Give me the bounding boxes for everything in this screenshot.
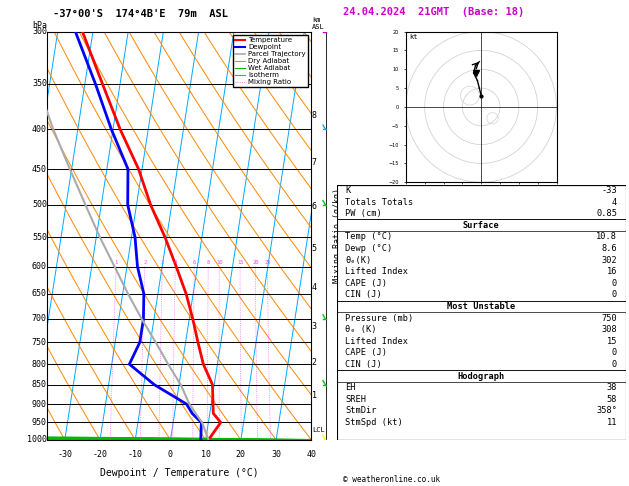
Text: SREH: SREH [345,395,366,404]
Text: 0: 0 [612,290,617,299]
Text: CAPE (J): CAPE (J) [345,279,387,288]
Text: 308: 308 [601,325,617,334]
Text: θₑ(K): θₑ(K) [345,256,372,264]
Text: 40: 40 [306,450,316,459]
Text: 850: 850 [32,380,47,389]
Text: 25: 25 [264,260,270,264]
Text: 24.04.2024  21GMT  (Base: 18): 24.04.2024 21GMT (Base: 18) [343,7,524,17]
Text: LCL: LCL [312,427,325,433]
Text: 4: 4 [312,283,317,292]
Text: -33: -33 [601,186,617,195]
Text: 650: 650 [32,289,47,298]
Text: Surface: Surface [463,221,499,230]
Text: 3: 3 [160,260,164,264]
Text: StmSpd (kt): StmSpd (kt) [345,418,403,427]
Text: 1000: 1000 [27,435,47,444]
Text: -10: -10 [128,450,143,459]
Text: PW (cm): PW (cm) [345,209,382,218]
Text: 0: 0 [612,348,617,357]
Text: 450: 450 [32,165,47,174]
Text: 1: 1 [312,391,317,400]
Text: 300: 300 [32,27,47,36]
Text: 950: 950 [32,418,47,427]
Text: km
ASL: km ASL [312,17,325,30]
Text: © weatheronline.co.uk: © weatheronline.co.uk [343,474,440,484]
Text: 4: 4 [612,198,617,207]
Text: 700: 700 [32,314,47,323]
Text: -37°00'S  174°4B'E  79m  ASL: -37°00'S 174°4B'E 79m ASL [53,9,228,19]
Text: 350: 350 [32,79,47,88]
Text: Pressure (mb): Pressure (mb) [345,313,413,323]
Text: Mixing Ratio (g/kg): Mixing Ratio (g/kg) [333,188,342,283]
Text: Dewpoint / Temperature (°C): Dewpoint / Temperature (°C) [100,469,259,478]
Text: 16: 16 [607,267,617,276]
Text: 302: 302 [601,256,617,264]
Text: Hodograph: Hodograph [457,371,505,381]
Text: StmDir: StmDir [345,406,377,416]
Text: 0: 0 [612,279,617,288]
Text: 58: 58 [607,395,617,404]
Text: 20: 20 [252,260,259,264]
Text: K: K [345,186,350,195]
Text: hPa: hPa [32,20,47,30]
Text: 0.85: 0.85 [596,209,617,218]
Text: 400: 400 [32,124,47,134]
Text: Most Unstable: Most Unstable [447,302,515,311]
Text: Temp (°C): Temp (°C) [345,232,392,242]
Text: Dewp (°C): Dewp (°C) [345,244,392,253]
Text: 750: 750 [601,313,617,323]
Legend: Temperature, Dewpoint, Parcel Trajectory, Dry Adiabat, Wet Adiabat, Isotherm, Mi: Temperature, Dewpoint, Parcel Trajectory… [233,35,308,87]
Text: θₑ (K): θₑ (K) [345,325,377,334]
Text: 8: 8 [312,111,317,120]
Text: 10: 10 [216,260,223,264]
Text: 550: 550 [32,233,47,242]
Text: -30: -30 [57,450,72,459]
Text: 0: 0 [612,360,617,369]
Text: Lifted Index: Lifted Index [345,337,408,346]
Text: 0: 0 [168,450,173,459]
Text: 8: 8 [206,260,210,264]
Text: 8.6: 8.6 [601,244,617,253]
Text: CAPE (J): CAPE (J) [345,348,387,357]
Text: 7: 7 [312,158,317,168]
Text: 900: 900 [32,399,47,409]
Text: 30: 30 [271,450,281,459]
Text: 2: 2 [143,260,147,264]
Text: CIN (J): CIN (J) [345,360,382,369]
Text: 15: 15 [607,337,617,346]
Text: 6: 6 [312,202,317,211]
Text: 10: 10 [201,450,211,459]
Text: Lifted Index: Lifted Index [345,267,408,276]
Text: 11: 11 [607,418,617,427]
Text: 500: 500 [32,200,47,209]
FancyBboxPatch shape [337,185,626,440]
Text: 800: 800 [32,360,47,369]
Text: 5: 5 [312,243,317,253]
Text: 750: 750 [32,338,47,347]
Text: EH: EH [345,383,355,392]
Text: 4: 4 [174,260,177,264]
Text: 15: 15 [237,260,243,264]
Text: 38: 38 [607,383,617,392]
Text: kt: kt [409,34,418,40]
Text: 600: 600 [32,262,47,271]
Text: 358°: 358° [596,406,617,416]
Text: 3: 3 [312,322,317,330]
Text: 20: 20 [236,450,246,459]
Text: CIN (J): CIN (J) [345,290,382,299]
Text: 2: 2 [312,358,317,366]
Text: 6: 6 [192,260,196,264]
Text: 10.8: 10.8 [596,232,617,242]
Text: 1: 1 [114,260,118,264]
Text: -20: -20 [92,450,108,459]
Text: Totals Totals: Totals Totals [345,198,413,207]
